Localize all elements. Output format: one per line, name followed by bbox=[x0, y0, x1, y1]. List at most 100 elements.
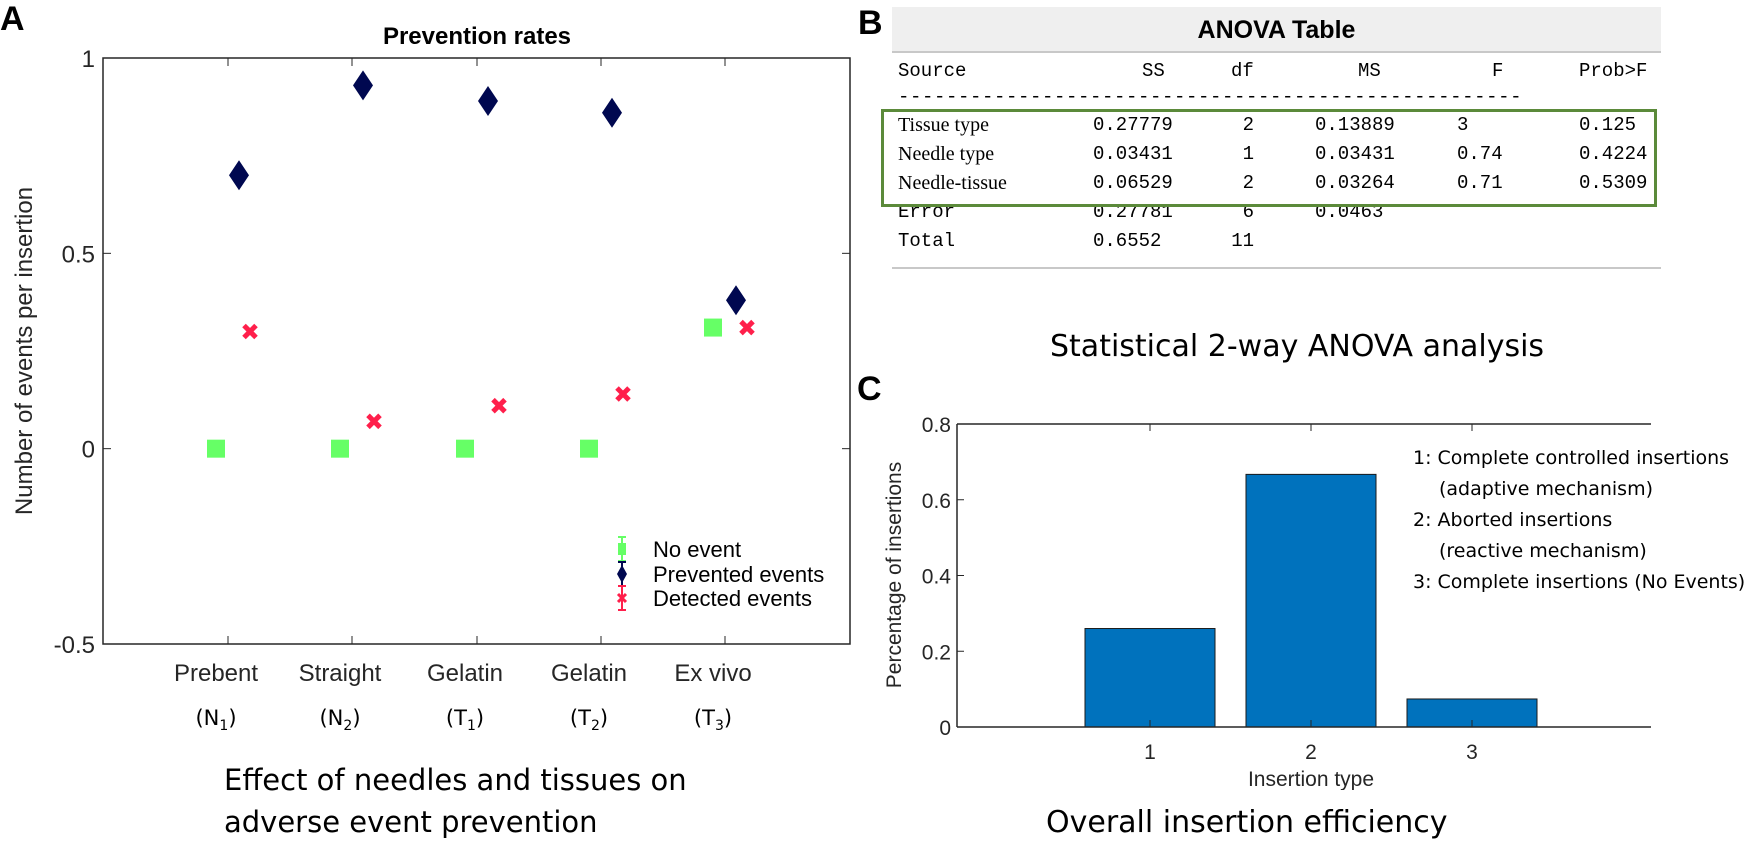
annotation-text: 2: Aborted insertions bbox=[1413, 509, 1612, 531]
row-value: 2 bbox=[1242, 172, 1254, 194]
row-value: 3 bbox=[1457, 114, 1469, 136]
y-axis-label: Percentage of insertions bbox=[883, 462, 906, 688]
y-axis-label: Number of events per insertion bbox=[11, 187, 38, 515]
annotation-text: (reactive mechanism) bbox=[1439, 540, 1647, 562]
y-tick-label: 0.2 bbox=[922, 641, 951, 664]
row-value: 0.13889 bbox=[1315, 114, 1395, 136]
caption-a-line1: Effect of needles and tissues on bbox=[224, 763, 687, 797]
annotation-text: 3: Complete insertions (No Events) bbox=[1413, 571, 1745, 593]
column-header: SS bbox=[1142, 60, 1165, 82]
bar bbox=[1245, 473, 1377, 728]
y-tick-label: 0 bbox=[939, 717, 951, 740]
bar bbox=[1406, 698, 1538, 728]
row-value: 2 bbox=[1242, 114, 1254, 136]
x-tick-sublabel: (T2) bbox=[570, 706, 608, 734]
row-value: 0.74 bbox=[1457, 143, 1503, 165]
column-header: F bbox=[1492, 60, 1504, 82]
panel-label-b: B bbox=[858, 4, 883, 42]
row-source: Needle-tissue bbox=[898, 172, 1007, 194]
x-axis-label: Insertion type bbox=[1248, 768, 1374, 790]
x-tick-sublabel: (T1) bbox=[446, 706, 484, 734]
chart-title: Prevention rates bbox=[383, 23, 571, 50]
detected-event-point bbox=[366, 413, 382, 430]
x-tick-label: Prebent bbox=[174, 660, 258, 687]
y-tick-label: 1 bbox=[82, 46, 95, 73]
anova-table-title: ANOVA Table bbox=[892, 7, 1661, 53]
legend-label: Detected events bbox=[653, 586, 812, 611]
detected-event-point bbox=[491, 397, 507, 414]
x-tick-label: 1 bbox=[1144, 741, 1156, 764]
annotation-text: 1: Complete controlled insertions bbox=[1413, 447, 1729, 469]
no-event-point bbox=[580, 439, 598, 458]
y-tick-label: 0.5 bbox=[62, 241, 95, 268]
row-value: 0.06529 bbox=[1093, 172, 1173, 194]
ticks: 0 0.2 0.4 0.6 0.8 1 2 3 bbox=[922, 414, 1478, 764]
row-value: 1 bbox=[1242, 143, 1254, 165]
prevented-event-point bbox=[726, 285, 746, 316]
legend-label: No event bbox=[653, 537, 741, 562]
x-tick-label: 2 bbox=[1305, 741, 1317, 764]
row-value: 0.4224 bbox=[1579, 143, 1648, 165]
row-value: 11 bbox=[1231, 230, 1254, 252]
row-value: 0.03431 bbox=[1315, 143, 1395, 165]
x-tick-label: Straight bbox=[299, 660, 382, 687]
column-header: Source bbox=[898, 60, 967, 82]
separator-line: ----------------------------------------… bbox=[898, 86, 1523, 108]
no-event-point bbox=[704, 318, 722, 337]
row-value: 0.71 bbox=[1457, 172, 1503, 194]
caption-c: Overall insertion efficiency bbox=[1046, 805, 1448, 840]
prevented-event-point bbox=[229, 160, 249, 191]
prevented-event-point bbox=[602, 97, 622, 128]
bar bbox=[1084, 628, 1216, 728]
row-source: Total bbox=[898, 230, 956, 252]
row-value: 0.03431 bbox=[1093, 143, 1173, 165]
row-value: 0.27779 bbox=[1093, 114, 1173, 136]
prevented-event-point bbox=[353, 70, 373, 101]
prevention-rates-chart: Prevention rates Number of events per in… bbox=[11, 23, 851, 734]
no-event-point bbox=[456, 439, 474, 458]
x-tick-label: Gelatin bbox=[551, 660, 627, 687]
x-tick-sublabel: (N1) bbox=[195, 706, 236, 734]
x-tick-labels: Prebent (N1) Straight (N2) Gelatin (T1) Gelati… bbox=[174, 660, 752, 734]
caption-b: Statistical 2-way ANOVA analysis bbox=[1050, 329, 1545, 364]
insertion-efficiency-chart: Percentage of insertions Insertion type … bbox=[883, 414, 1745, 790]
legend-marker-diamond bbox=[617, 565, 627, 583]
row-source: Tissue type bbox=[898, 114, 989, 136]
row-value: 6 bbox=[1242, 201, 1254, 223]
y-tick-label: 0 bbox=[82, 437, 95, 464]
data-points bbox=[207, 70, 755, 458]
x-tick-sublabel: (N2) bbox=[319, 706, 360, 734]
row-value: 0.6552 bbox=[1093, 230, 1162, 252]
prevented-event-point bbox=[478, 85, 498, 116]
x-tick-label: 3 bbox=[1466, 741, 1478, 764]
legend-marker-x bbox=[616, 592, 628, 604]
table-bottom-rule bbox=[892, 267, 1661, 269]
caption-a-line2: adverse event prevention bbox=[224, 805, 598, 839]
legend-marker-square bbox=[618, 543, 626, 555]
column-header: MS bbox=[1358, 60, 1381, 82]
legend-label: Prevented events bbox=[653, 562, 824, 587]
y-tick-label: -0.5 bbox=[54, 632, 95, 659]
x-tick-label: Gelatin bbox=[427, 660, 503, 687]
column-header: df bbox=[1231, 60, 1254, 82]
panel-label-c: C bbox=[857, 370, 882, 408]
no-event-point bbox=[331, 439, 349, 458]
row-value: 0.03264 bbox=[1315, 172, 1395, 194]
y-tick-label: 0.6 bbox=[922, 490, 951, 513]
bars bbox=[1084, 473, 1538, 728]
panel-label-a: A bbox=[0, 0, 25, 38]
annotations: 1: Complete controlled insertions (adapti… bbox=[1413, 447, 1745, 593]
row-value: 0.125 bbox=[1579, 114, 1637, 136]
detected-event-point bbox=[242, 323, 258, 340]
y-ticks: -0.5 0 0.5 1 bbox=[54, 46, 850, 659]
column-header: Prob>F bbox=[1579, 60, 1648, 82]
x-tick-sublabel: (T3) bbox=[694, 706, 732, 734]
y-tick-label: 0.8 bbox=[922, 414, 951, 437]
detected-event-point bbox=[739, 319, 755, 336]
annotation-text: (adaptive mechanism) bbox=[1439, 478, 1653, 500]
highlight-box bbox=[881, 109, 1657, 207]
y-tick-label: 0.4 bbox=[922, 566, 952, 589]
no-event-point bbox=[207, 439, 225, 458]
detected-event-point bbox=[615, 386, 631, 402]
